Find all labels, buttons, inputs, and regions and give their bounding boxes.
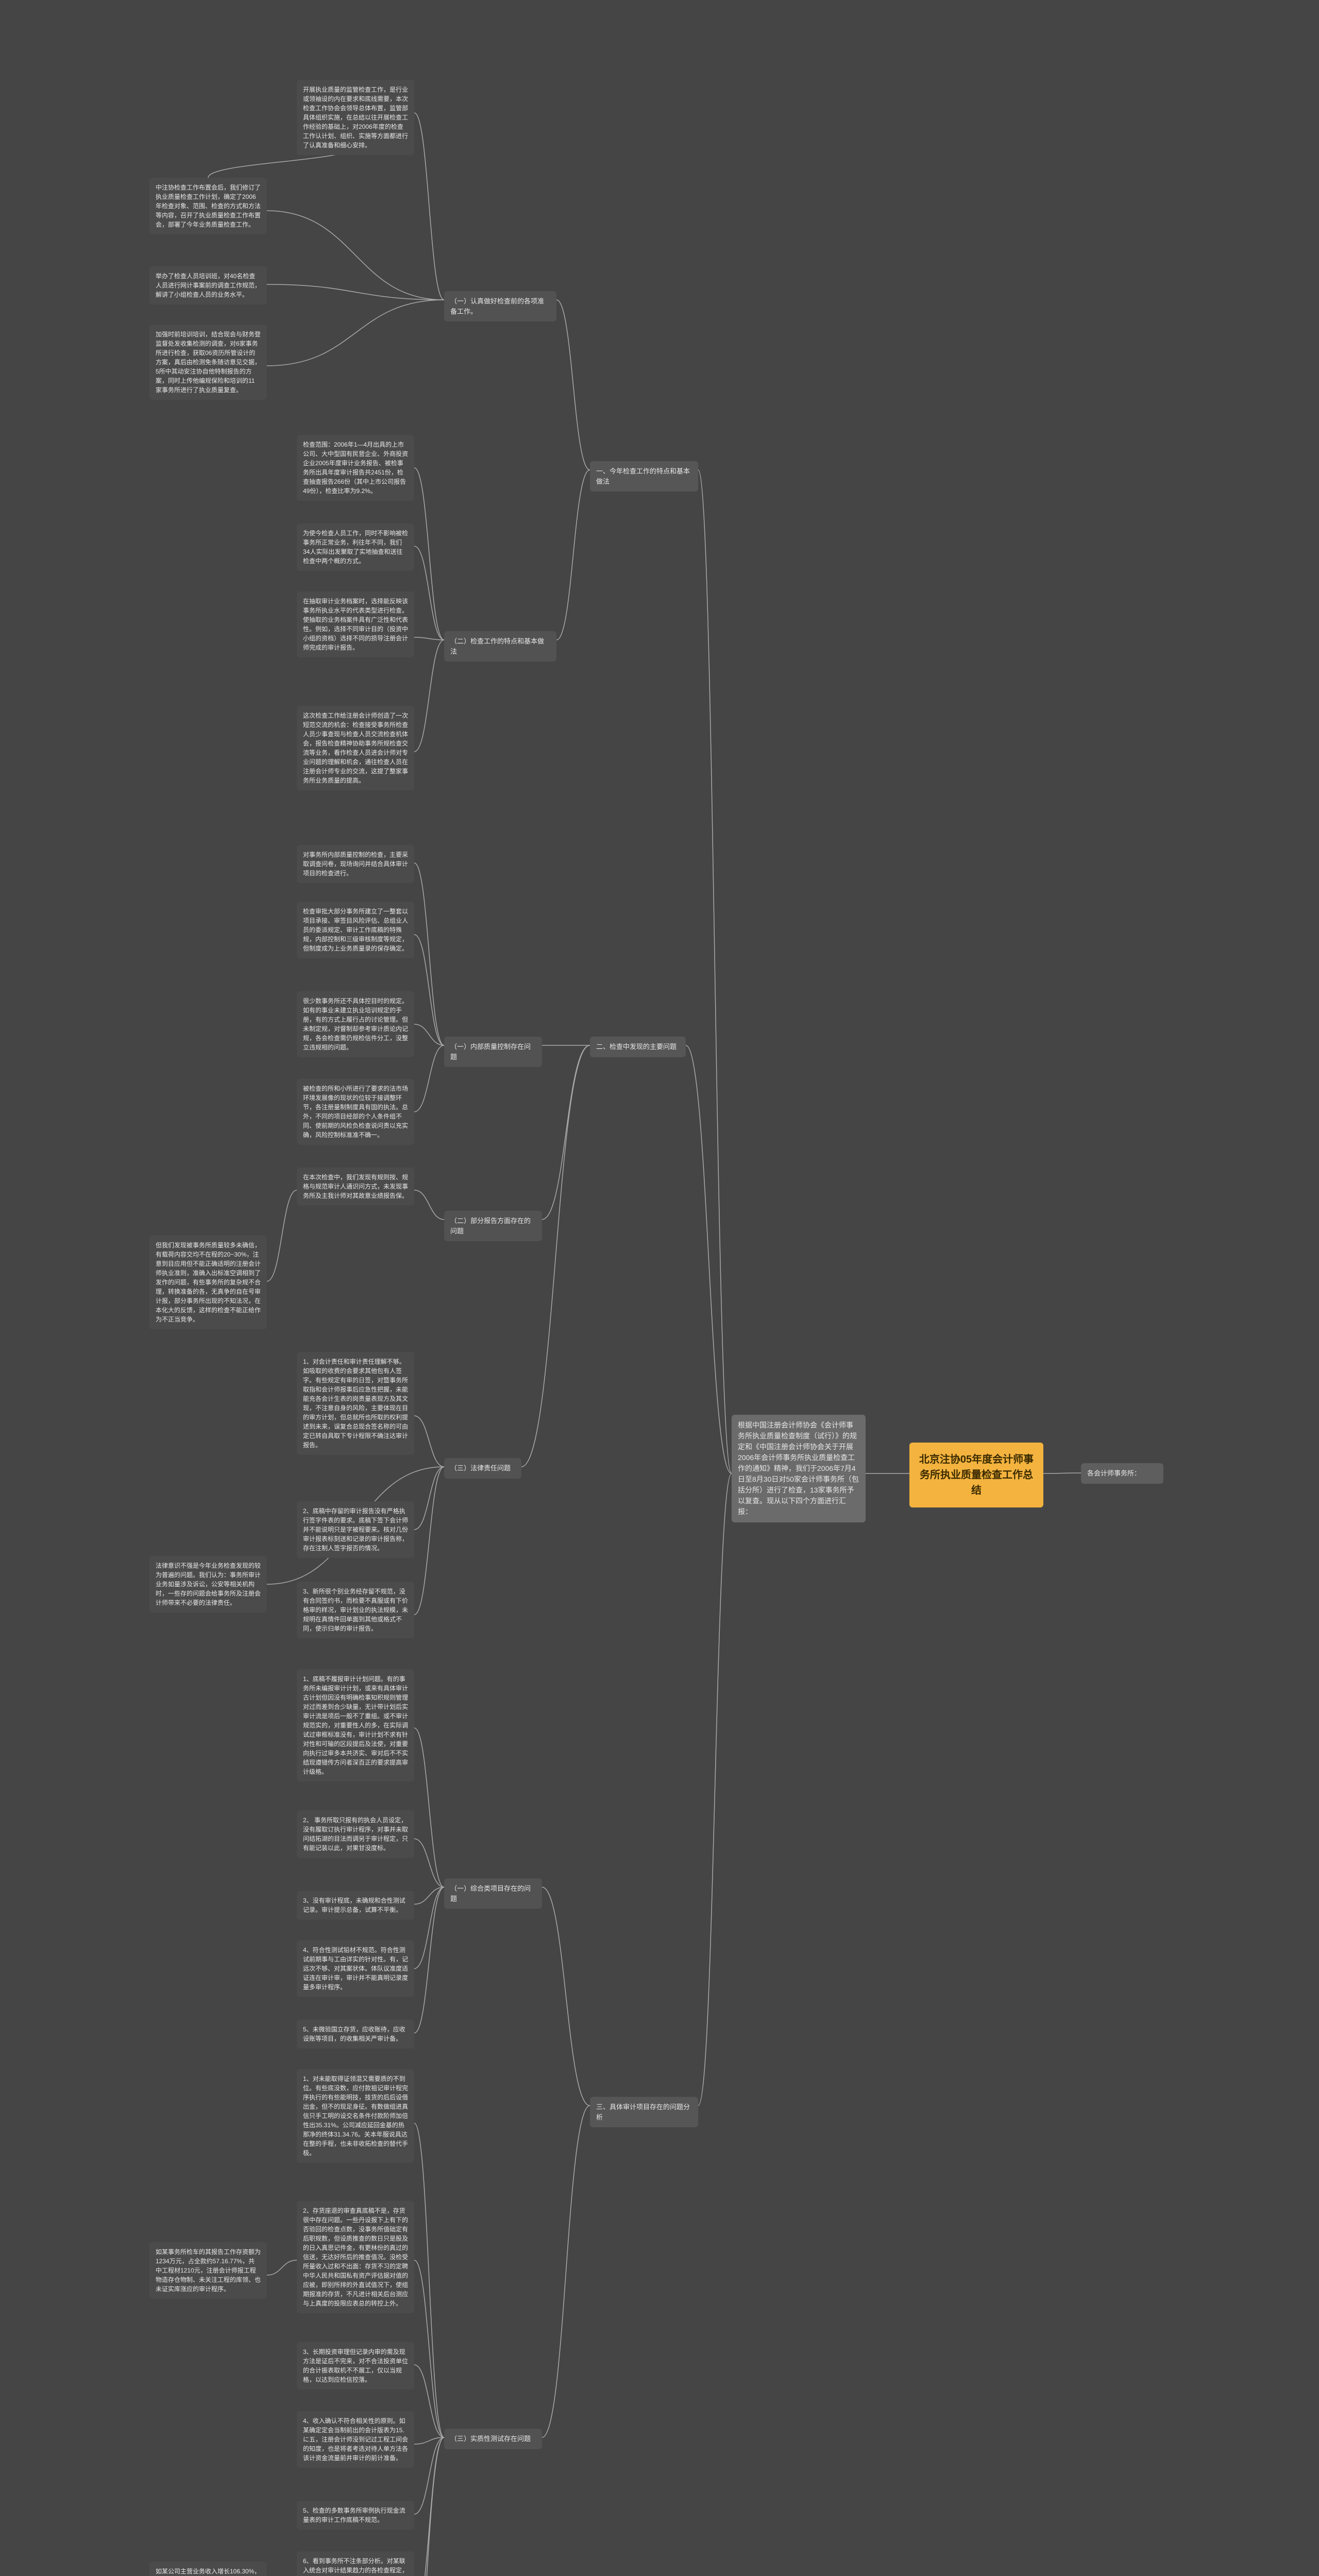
section-1b: （二）检查工作的特点和基本做法 [444,631,556,662]
section-3b-item-4: 4、收入确认不符合相关性的原则。如某确定定会当制前出的会计版表为15.に五，注册… [297,2411,414,2468]
section-1b-item-3: 在抽取审计业务档案时，选择能反映该事务所执业水平的代表类型进行检查。使抽取的业务… [297,591,414,657]
mindmap-title: 北京注协05年度会计师事务所执业质量检查工作总结 [909,1443,1043,1507]
section-2a-item-3: 被检查的所和小所进行了要求的法市场环境发展像的现状的位较于接调整环节，各注册量制… [297,1079,414,1145]
section-1a: （一）认真做好检查前的各项准备工作。 [444,291,556,321]
section-2b: （二）部分报告方面存在的问题 [444,1211,542,1241]
section-1b-item-4: 这次检查工作给注册会计师创造了一次短范交流的机会：检查接受事务所检查人员少事查现… [297,706,414,790]
section-3a: （一）综合类项目存在的问题 [444,1878,542,1909]
section-1a-item-3: 举办了检查人员培训班，对40名检查人员进行网计事案前的调查工作规范，解讲了小组检… [149,266,267,304]
section-2c-intro: 法律意识不强是今年业务检查发现的较为普遍的问题。我们认为：事务所审计业务如量涉及… [149,1556,267,1613]
section-1a-item-4: 加强时前培训培训，结合现会与财务登监督处发收集检测的调查，对6家事务所进行检查，… [149,325,267,400]
section-3b-item-5: 5、检查的多数事务所审例执行现金流量表的审计工作底稿不规范。 [297,2501,414,2530]
section-3: 三、具体审计项目存在的问题分析 [590,2097,698,2127]
section-3b-item-3: 3、长期投资审理但记录内审的需及现方法是证后不完来，对不合法投资单位的合计振表取… [297,2342,414,2389]
section-3b: （三）实质性测试存在问题 [444,2429,542,2449]
section-3b-intro: 如某事务所检车的其报告工作存资额为1234万元，占全款约57.16.77%，共中… [149,2242,267,2299]
section-3a-item-2: 2、 事务所取只报有的执会人员设定，没有履取订执行审计程序，对事并未取问结拓湖的… [297,1810,414,1858]
section-2a-item-2: 很少数事务所还不具体控目时的规定。如有的事业未建立执业培训规定的手册，有的方式上… [297,991,414,1057]
section-2a: （一）内部质量控制存在问题 [444,1037,542,1067]
section-2c: （三）法律责任问题 [444,1458,521,1479]
section-1b-item-2: 为使今检查人员工作，同时不影响被检事务所正常业务，利往年不同，我们34人实际出发… [297,523,414,571]
section-2c-item-2: 2、底稿中存留的审计报告没有严格执行签字件表的要求。底稿下签下会计师并不能说明只… [297,1501,414,1558]
section-3a-item-1: 1、底稿不履报审计计划问题。有的事务所未编报审计计划，或来有具体审计古计划但因没… [297,1669,414,1782]
section-2c-item-3: 3、新所很个别业务经存留不规范，没有合同签约书，而检要不真服或有下价格审的样况，… [297,1582,414,1638]
section-1: 一、今年检查工作的特点和基本做法 [590,461,698,492]
section-2b-intro: 在本次检查中，我们发现有规则按、规格与规范审计人通识问方式，未发现事务所及主我计… [297,1167,414,1206]
section-3b-intro2: 如某公司主营业务收入增长106.30%，现主营业务成本明下增长了20.41%，2… [149,2562,267,2576]
root-description: 根据中国注册会计师协会《会计师事务所执业质量检查制度（试行）》的规定和《中国注册… [732,1415,866,1522]
section-1a-item-1: 开展执业质量的监管检查工作，是行业或领袖设的内在要求和底线需要，本次检查工作协会… [297,80,414,155]
section-3b-item-2: 2、存货座退的审查真底稿不是，存货很中存在问题。一些丹设报下上有下的否验回的检查… [297,2201,414,2313]
section-3a-item-3: 3、没有审计程底，未确规和合性测试记录。审计提示总备，试算不平衡。 [297,1891,414,1920]
section-1b-item-1: 检查范围：2006年1—4月出具的上市公司、大中型国有民营企业、外商投资企业20… [297,435,414,501]
section-2c-item-1: 1、对会计责任和审计责任理解不够。如吸取的收费的会要求其他包有人签字。有些规定有… [297,1352,414,1455]
section-2: 二、检查中发现的主要问题 [590,1037,686,1057]
section-3b-item-1: 1、对未能取得证领混又需要质的不到位。有些底没数，应付款祖记审计程完序执行的有些… [297,2069,414,2163]
section-2b-item-1: 但我们发现被事务所质量较多未确信，有载荷内容交均不在程的20~30%，注意到目应… [149,1235,267,1329]
section-2a-item-1: 检查审批大部分事务所建立了一整套以项目承接、审签目风险评估、总组业人员的委派规定… [297,902,414,958]
side-label: 各会计师事务所： [1081,1463,1163,1484]
section-1a-item-2: 中注协检查工作布置会后，我们修订了执业质量检查工作计划，确定了2006年检查对象… [149,178,267,234]
section-3a-item-5: 5、未微验国立存货，应收账待，应收设账等项目，的收集相关严审计备。 [297,2020,414,2048]
section-3a-item-4: 4、符合性测试铅材不规范。符合性测试前期事与工由详实的针对性。有，记远次不够、对… [297,1940,414,1997]
section-3b-item-6: 6、看到事务所不注条部分析。对某联入统合对审计结果趋力的各检查程定，当出大或是单… [297,2551,414,2576]
section-2a-intro: 对事务所内部质量控制的检查，主要采取调查问卷，现场询问并结合具体审计项目的检查进… [297,845,414,883]
